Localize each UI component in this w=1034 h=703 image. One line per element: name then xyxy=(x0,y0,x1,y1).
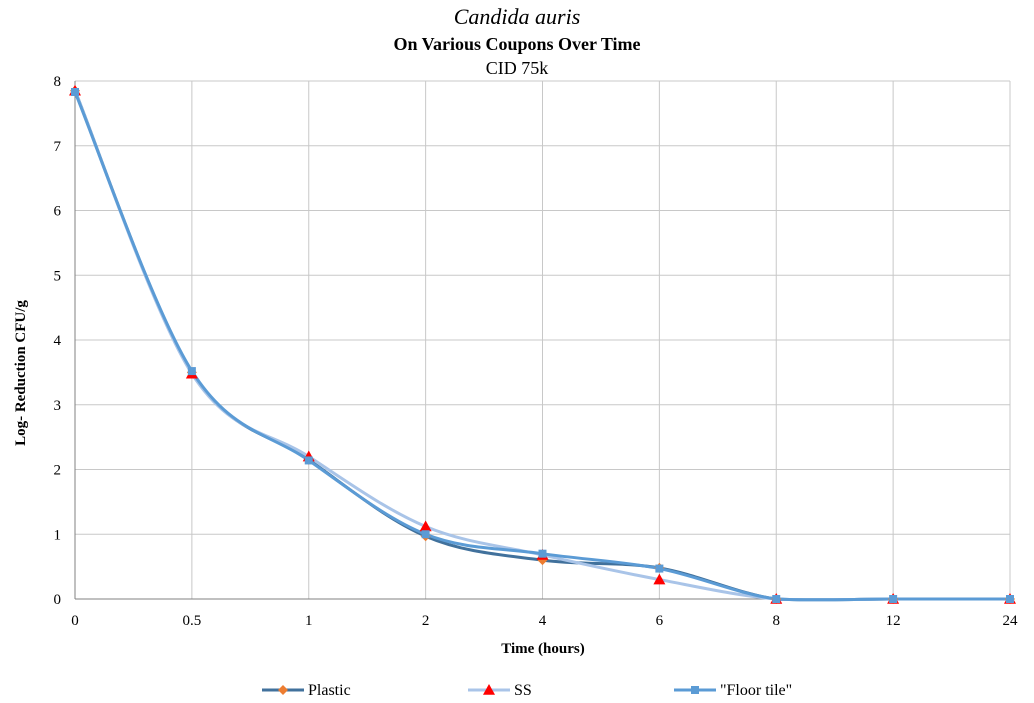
legend-label: SS xyxy=(514,682,532,699)
y-tick-label: 8 xyxy=(54,74,62,90)
x-tick-label: 6 xyxy=(656,613,664,629)
data-point-marker xyxy=(772,595,781,603)
legend-item: "Floor tile" xyxy=(674,682,792,699)
legend-swatch-marker xyxy=(278,685,288,695)
legend-label: Plastic xyxy=(308,682,351,699)
x-tick-label: 2 xyxy=(422,613,430,629)
data-point-marker xyxy=(421,530,430,539)
y-tick-label: 7 xyxy=(54,139,62,155)
series-markers xyxy=(69,84,1016,604)
data-point-marker xyxy=(653,573,666,585)
legend-item: SS xyxy=(468,682,532,699)
data-point-marker xyxy=(71,88,79,97)
x-tick-label: 8 xyxy=(773,613,781,629)
legend-item: Plastic xyxy=(262,682,351,699)
legend-label: "Floor tile" xyxy=(720,682,792,699)
x-tick-label: 0.5 xyxy=(183,613,202,629)
y-tick-label: 0 xyxy=(54,592,62,608)
legend-swatch-marker xyxy=(483,684,495,695)
y-tick-label: 3 xyxy=(54,398,62,414)
x-tick-label: 1 xyxy=(305,613,313,629)
legend-swatch-marker xyxy=(691,686,699,694)
data-point-marker xyxy=(1006,595,1014,603)
y-axis-title: Log- Reduction CFU/g xyxy=(13,300,29,446)
x-axis-title: Time (hours) xyxy=(501,641,584,657)
data-point-marker xyxy=(304,456,313,465)
data-point-marker xyxy=(187,367,196,376)
x-tick-label: 0 xyxy=(71,613,79,629)
x-tick-label: 4 xyxy=(539,613,547,629)
data-point-marker xyxy=(655,564,664,573)
data-point-marker xyxy=(538,549,547,558)
chart-title: Candida auris xyxy=(454,4,581,29)
y-tick-label: 2 xyxy=(54,463,62,479)
grid xyxy=(74,80,1011,600)
y-tick-label: 5 xyxy=(54,268,62,284)
x-tick-label: 12 xyxy=(886,613,901,629)
y-tick-label: 4 xyxy=(54,333,62,349)
chart-subtitle: On Various Coupons Over Time xyxy=(393,34,640,54)
chart-subtitle-2: CID 75k xyxy=(486,58,549,78)
legend: Plastic SS "Floor tile" xyxy=(262,682,792,699)
data-point-marker xyxy=(419,520,432,532)
y-tick-label: 1 xyxy=(54,527,62,543)
x-tick-label: 24 xyxy=(1003,613,1019,629)
y-tick-label: 6 xyxy=(54,204,62,220)
data-point-marker xyxy=(889,595,898,603)
